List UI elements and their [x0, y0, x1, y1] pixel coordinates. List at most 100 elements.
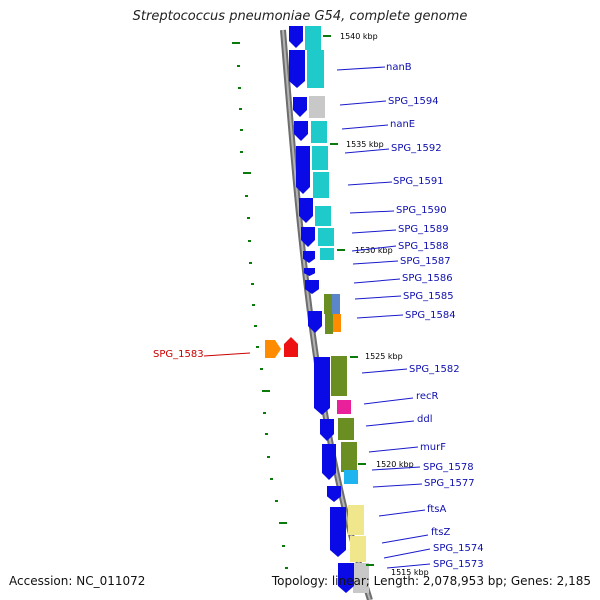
forward-gene-arrow	[314, 357, 330, 415]
gene-block	[324, 294, 332, 314]
gene-block	[344, 470, 358, 484]
forward-gene-arrow	[303, 251, 315, 263]
minor-tick	[239, 108, 242, 110]
gene-label: SPG_1594	[388, 96, 439, 107]
forward-gene-arrow	[301, 227, 315, 247]
gene-label: SPG_1585	[403, 291, 454, 302]
minor-tick	[265, 433, 268, 435]
kbp-label: 1520 kbp	[376, 460, 414, 469]
forward-gene-arrow	[289, 50, 305, 88]
gene-leader-line	[383, 548, 431, 559]
gene-block	[311, 121, 327, 143]
gene-label: SPG_1574	[433, 543, 484, 554]
gene-label: recR	[416, 391, 439, 402]
gene-leader-line	[386, 563, 431, 569]
forward-gene-arrow	[304, 268, 315, 276]
forward-gene-arrow	[299, 198, 313, 223]
minor-tick-group	[232, 42, 288, 569]
gene-block	[331, 356, 347, 396]
gene-leader-line	[203, 352, 251, 357]
gene-label-group: nanB SPG_1594 nanE SPG_1592 SPG_1591 SPG_1590…	[153, 62, 484, 570]
gene-label: SPG_1577	[424, 478, 475, 489]
minor-tick	[267, 456, 270, 458]
gene-leader-line	[351, 245, 397, 252]
minor-tick	[275, 500, 278, 502]
minor-tick	[270, 478, 273, 480]
accession-text: Accession: NC_011072	[9, 574, 146, 588]
minor-tick	[232, 42, 240, 44]
gene-leader-line	[365, 420, 415, 427]
minor-tick	[256, 346, 259, 348]
gene-leader-line	[361, 368, 408, 374]
minor-tick	[238, 87, 241, 89]
gene-block	[320, 248, 334, 260]
reverse-gene-block	[265, 340, 281, 358]
gene-block	[353, 563, 369, 593]
gene-label: SPG_1573	[433, 559, 484, 570]
kbp-label: 1530 kbp	[355, 246, 393, 255]
gene-leader-line	[372, 483, 423, 488]
gene-leader-line	[381, 534, 429, 544]
gene-label: SPG_1584	[405, 310, 456, 321]
minor-tick	[263, 412, 266, 414]
minor-tick	[243, 172, 251, 174]
minor-tick	[240, 129, 243, 131]
gene-label: ftsA	[427, 504, 446, 515]
forward-gene-arrow	[330, 507, 346, 557]
gene-block	[325, 314, 333, 334]
gene-block	[305, 26, 321, 50]
gene-block	[332, 294, 340, 314]
minor-tick	[282, 545, 285, 547]
minor-tick	[260, 368, 263, 370]
gene-block-group	[265, 26, 369, 593]
gene-label: SPG_1586	[402, 273, 453, 284]
gene-label: SPG_1578	[423, 462, 474, 473]
topology-text: Topology: linear; Length: 2,078,953 bp; …	[271, 574, 591, 588]
gene-block	[348, 505, 364, 535]
gene-leader-line	[356, 314, 404, 319]
minor-tick	[254, 325, 257, 327]
gene-block	[309, 96, 325, 118]
gene-label: nanE	[390, 119, 415, 130]
gene-label: SPG_1587	[400, 256, 451, 267]
minor-tick	[237, 65, 240, 67]
gene-block	[337, 400, 351, 414]
gene-block	[312, 146, 328, 170]
forward-gene-arrow	[320, 419, 334, 441]
gene-leader-line	[378, 509, 426, 517]
gene-leader-line	[363, 397, 414, 405]
gene-leader-line	[353, 278, 401, 284]
gene-leader-line	[344, 148, 390, 154]
minor-tick	[251, 283, 254, 285]
gene-block	[333, 314, 341, 332]
gene-leader-line	[349, 210, 395, 214]
forward-gene-arrow	[289, 26, 303, 48]
gene-leader-line	[341, 124, 389, 130]
gene-leader-line	[352, 260, 399, 265]
gene-label: nanB	[386, 62, 412, 73]
gene-block	[313, 172, 329, 198]
gene-leader-line	[354, 295, 402, 300]
gene-label: SPG_1588	[398, 241, 449, 252]
forward-gene-arrow	[327, 486, 341, 502]
forward-gene-arrow	[296, 146, 310, 194]
gene-label: murF	[420, 442, 446, 453]
map-title: Streptococcus pneumoniae G54, complete g…	[132, 9, 468, 24]
gene-leader-line	[339, 100, 387, 106]
minor-tick	[248, 240, 251, 242]
gene-block	[315, 206, 331, 226]
gene-block	[341, 442, 357, 472]
forward-gene-arrow	[308, 311, 322, 333]
minor-tick	[247, 217, 250, 219]
kbp-label: 1515 kbp	[391, 568, 429, 577]
minor-tick	[262, 390, 270, 392]
minor-tick	[249, 262, 252, 264]
gene-leader-line	[371, 466, 421, 471]
gene-label: ftsZ	[431, 527, 450, 538]
gene-arrow-group	[289, 26, 354, 593]
kbp-label: 1525 kbp	[365, 352, 403, 361]
gene-label: SPG_1589	[398, 224, 449, 235]
gene-block	[338, 418, 354, 440]
